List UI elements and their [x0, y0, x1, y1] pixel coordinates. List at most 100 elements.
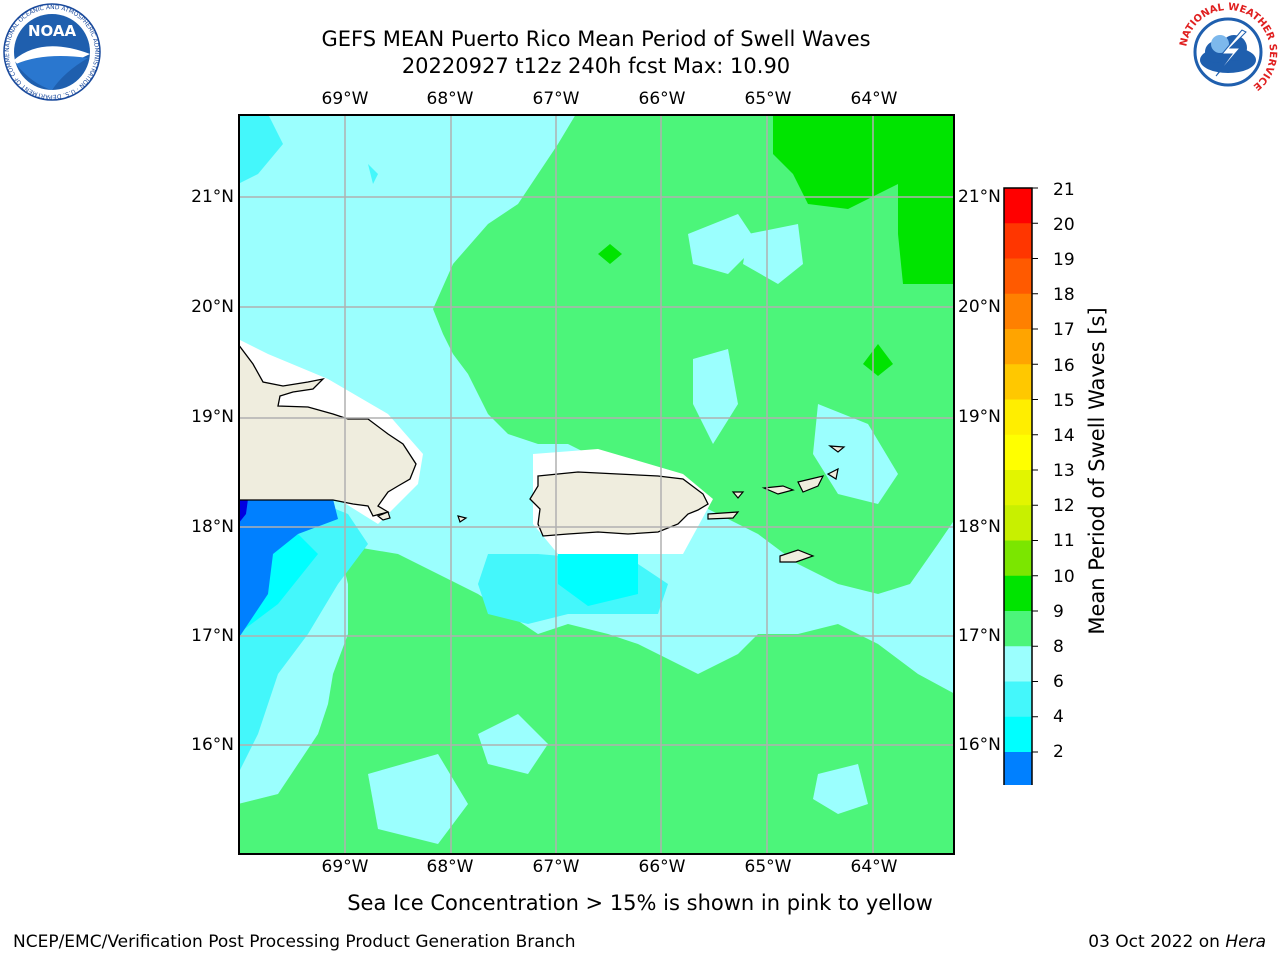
- island: [376, 511, 391, 521]
- nws-logo: NATIONAL WEATHER SERVICE: [1178, 2, 1278, 100]
- lat-label-left: 20°N: [191, 297, 234, 317]
- colorbar-segment: [1004, 434, 1032, 471]
- colorbar-segment: [1004, 646, 1032, 682]
- island: [731, 491, 745, 499]
- colorbar-segment: [1004, 752, 1032, 785]
- lat-label-right: 19°N: [958, 407, 1001, 427]
- hispaniola-land: [238, 342, 417, 517]
- contour-4-6-south: [558, 554, 638, 606]
- lon-label-top: 67°W: [532, 89, 580, 109]
- colorbar-tick: 10: [1053, 567, 1075, 587]
- puerto-rico-land: [529, 471, 709, 537]
- colorbar-tick: 17: [1053, 320, 1075, 340]
- colorbar-segment: [1004, 611, 1032, 647]
- lon-label-bottom: 66°W: [638, 857, 686, 877]
- map-title-line1: GEFS MEAN Puerto Rico Mean Period of Swe…: [321, 27, 871, 51]
- colorbar-segment: [1004, 329, 1032, 365]
- colorbar-segment: [1004, 505, 1032, 541]
- lat-label-right: 21°N: [958, 187, 1001, 207]
- island: [761, 485, 795, 495]
- colorbar-segment: [1004, 399, 1032, 436]
- colorbar: [1003, 187, 1038, 785]
- colorbar-segment: [1004, 364, 1032, 400]
- colorbar-tick: 18: [1053, 285, 1075, 305]
- lat-label-left: 18°N: [191, 517, 234, 537]
- colorbar-segment: [1004, 223, 1032, 259]
- colorbar-tick: 12: [1053, 496, 1075, 516]
- colorbar-segment: [1004, 681, 1032, 718]
- island: [779, 549, 815, 563]
- contour-8-9-pocket: [688, 214, 758, 274]
- colorbar-tick: 9: [1053, 602, 1064, 622]
- lon-label-top: 69°W: [321, 89, 369, 109]
- island: [457, 515, 468, 523]
- map-title-line2: 20220927 t12z 240h fcst Max: 10.90: [401, 54, 791, 78]
- contour-8-9-pocket: [693, 349, 738, 444]
- lat-label-right: 16°N: [958, 735, 1001, 755]
- contour-2-4-west: [238, 499, 338, 639]
- contour-8-9-south-pocket: [813, 764, 868, 814]
- colorbar-segment: [1004, 293, 1032, 330]
- colorbar-tick: 6: [1053, 672, 1064, 692]
- swell-period-map: [238, 114, 955, 855]
- island: [828, 445, 846, 453]
- colorbar-tick: 2: [1053, 742, 1064, 762]
- contour-6-8-spot: [238, 114, 283, 184]
- colorbar-tick: 14: [1053, 426, 1075, 446]
- footer-machine: Hera: [1225, 932, 1266, 952]
- contour-8-9-pocket: [813, 404, 898, 504]
- contour-under-2-west: [238, 499, 248, 524]
- colorbar-label: Mean Period of Swell Waves [s]: [1085, 307, 1109, 635]
- colorbar-segment: [1004, 470, 1032, 506]
- colorbar-tick: 16: [1053, 356, 1075, 376]
- lat-label-left: 19°N: [191, 407, 234, 427]
- colorbar-frame: [1003, 187, 1033, 785]
- footer-branch: NCEP/EMC/Verification Post Processing Pr…: [13, 932, 576, 952]
- noaa-logo-text: NOAA: [28, 22, 77, 40]
- contour-6-8-spot: [368, 164, 378, 184]
- colorbar-tick: 4: [1053, 707, 1064, 727]
- lon-label-bottom: 67°W: [532, 857, 580, 877]
- colorbar-tick: 13: [1053, 461, 1075, 481]
- colorbar-tick: 8: [1053, 637, 1064, 657]
- colorbar-tick: 15: [1053, 391, 1075, 411]
- noaa-logo: NOAA NATIONAL OCEANIC AND ATMOSPHERIC AD…: [2, 2, 101, 101]
- contour-10-11-spot: [863, 344, 893, 376]
- sea-ice-note: Sea Ice Concentration > 15% is shown in …: [347, 891, 933, 915]
- lon-label-top: 66°W: [638, 89, 686, 109]
- lat-label-left: 17°N: [191, 626, 234, 646]
- colorbar-tick: 11: [1053, 531, 1075, 551]
- contour-8-9-south-pocket: [478, 714, 548, 774]
- lat-label-right: 17°N: [958, 626, 1001, 646]
- contour-8-9-pocket: [743, 224, 803, 284]
- colorbar-segment: [1004, 258, 1032, 295]
- lat-label-left: 21°N: [191, 187, 234, 207]
- lat-label-right: 20°N: [958, 297, 1001, 317]
- footer-date-text: 03 Oct 2022 on: [1088, 932, 1226, 952]
- contour-9-10-north: [433, 114, 955, 594]
- lat-label-left: 16°N: [191, 735, 234, 755]
- colorbar-segment: [1004, 575, 1032, 612]
- island: [826, 467, 839, 480]
- contour-10-11-spot: [598, 244, 622, 264]
- lon-label-top: 64°W: [850, 89, 898, 109]
- colorbar-tick: 21: [1053, 180, 1075, 200]
- contour-8-9-south-pocket: [368, 754, 468, 844]
- colorbar-tick: 20: [1053, 215, 1075, 235]
- colorbar-segment: [1004, 540, 1032, 577]
- lon-label-top: 68°W: [426, 89, 474, 109]
- lon-label-bottom: 64°W: [850, 857, 898, 877]
- map-frame: [238, 114, 955, 855]
- colorbar-segment: [1004, 716, 1032, 753]
- lon-label-bottom: 68°W: [426, 857, 474, 877]
- lat-label-right: 18°N: [958, 517, 1001, 537]
- colorbar-tick: 19: [1053, 250, 1075, 270]
- lon-label-top: 65°W: [744, 89, 792, 109]
- island: [707, 511, 740, 520]
- lon-label-bottom: 69°W: [321, 857, 369, 877]
- footer-date: 03 Oct 2022 on Hera: [1088, 932, 1266, 952]
- island: [797, 475, 825, 493]
- map-gridlines: [238, 114, 955, 855]
- contour-10-11-ne: [773, 114, 955, 284]
- lon-label-bottom: 65°W: [744, 857, 792, 877]
